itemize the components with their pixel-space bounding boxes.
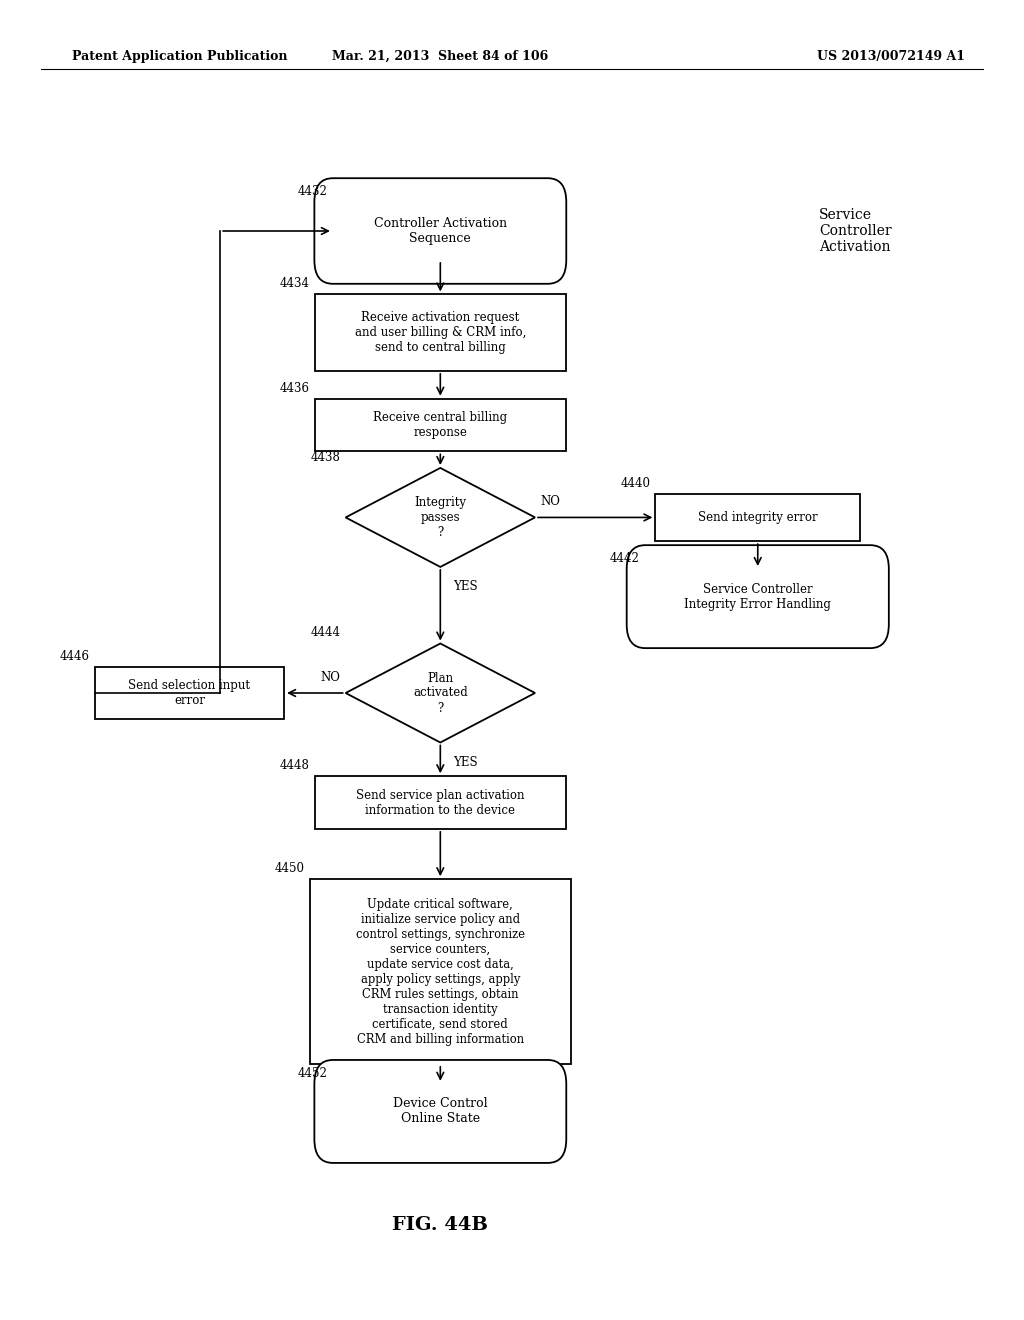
Text: Integrity
passes
?: Integrity passes ? [415, 496, 466, 539]
Text: 4436: 4436 [280, 381, 309, 395]
Text: Service
Controller
Activation: Service Controller Activation [819, 207, 892, 255]
Bar [315, 294, 565, 371]
Text: 4446: 4446 [59, 649, 90, 663]
Bar [309, 879, 571, 1064]
Text: 4434: 4434 [280, 277, 309, 290]
Text: YES: YES [453, 581, 477, 593]
Bar [94, 667, 284, 719]
Text: Mar. 21, 2013  Sheet 84 of 106: Mar. 21, 2013 Sheet 84 of 106 [332, 50, 549, 63]
Text: Update critical software,
initialize service policy and
control settings, synchr: Update critical software, initialize ser… [355, 898, 525, 1045]
Text: 4444: 4444 [310, 627, 340, 639]
Text: Receive central billing
response: Receive central billing response [374, 411, 507, 440]
FancyBboxPatch shape [314, 1060, 566, 1163]
Polygon shape [346, 469, 535, 568]
Text: 4448: 4448 [280, 759, 309, 772]
Text: 4452: 4452 [298, 1067, 328, 1080]
Text: Plan
activated
?: Plan activated ? [413, 672, 468, 714]
Text: 4450: 4450 [274, 862, 305, 875]
FancyBboxPatch shape [627, 545, 889, 648]
Text: US 2013/0072149 A1: US 2013/0072149 A1 [817, 50, 965, 63]
Text: Patent Application Publication: Patent Application Publication [72, 50, 287, 63]
Text: NO: NO [541, 495, 560, 508]
Text: 4438: 4438 [310, 451, 340, 463]
Text: Send selection input
error: Send selection input error [128, 678, 251, 708]
Text: Send integrity error: Send integrity error [698, 511, 817, 524]
Text: 4440: 4440 [621, 477, 650, 490]
Text: NO: NO [321, 671, 340, 684]
Text: YES: YES [453, 756, 477, 768]
Bar [315, 776, 565, 829]
Text: Send service plan activation
information to the device: Send service plan activation information… [356, 788, 524, 817]
Text: FIG. 44B: FIG. 44B [392, 1216, 488, 1234]
Text: 4432: 4432 [298, 185, 328, 198]
Text: Service Controller
Integrity Error Handling: Service Controller Integrity Error Handl… [684, 582, 831, 611]
Text: Receive activation request
and user billing & CRM info,
send to central billing: Receive activation request and user bill… [354, 312, 526, 354]
Polygon shape [346, 644, 535, 742]
Text: 4442: 4442 [610, 552, 640, 565]
Text: Device Control
Online State: Device Control Online State [393, 1097, 487, 1126]
Text: Controller Activation
Sequence: Controller Activation Sequence [374, 216, 507, 246]
Bar [315, 399, 565, 451]
Bar [655, 494, 860, 541]
FancyBboxPatch shape [314, 178, 566, 284]
